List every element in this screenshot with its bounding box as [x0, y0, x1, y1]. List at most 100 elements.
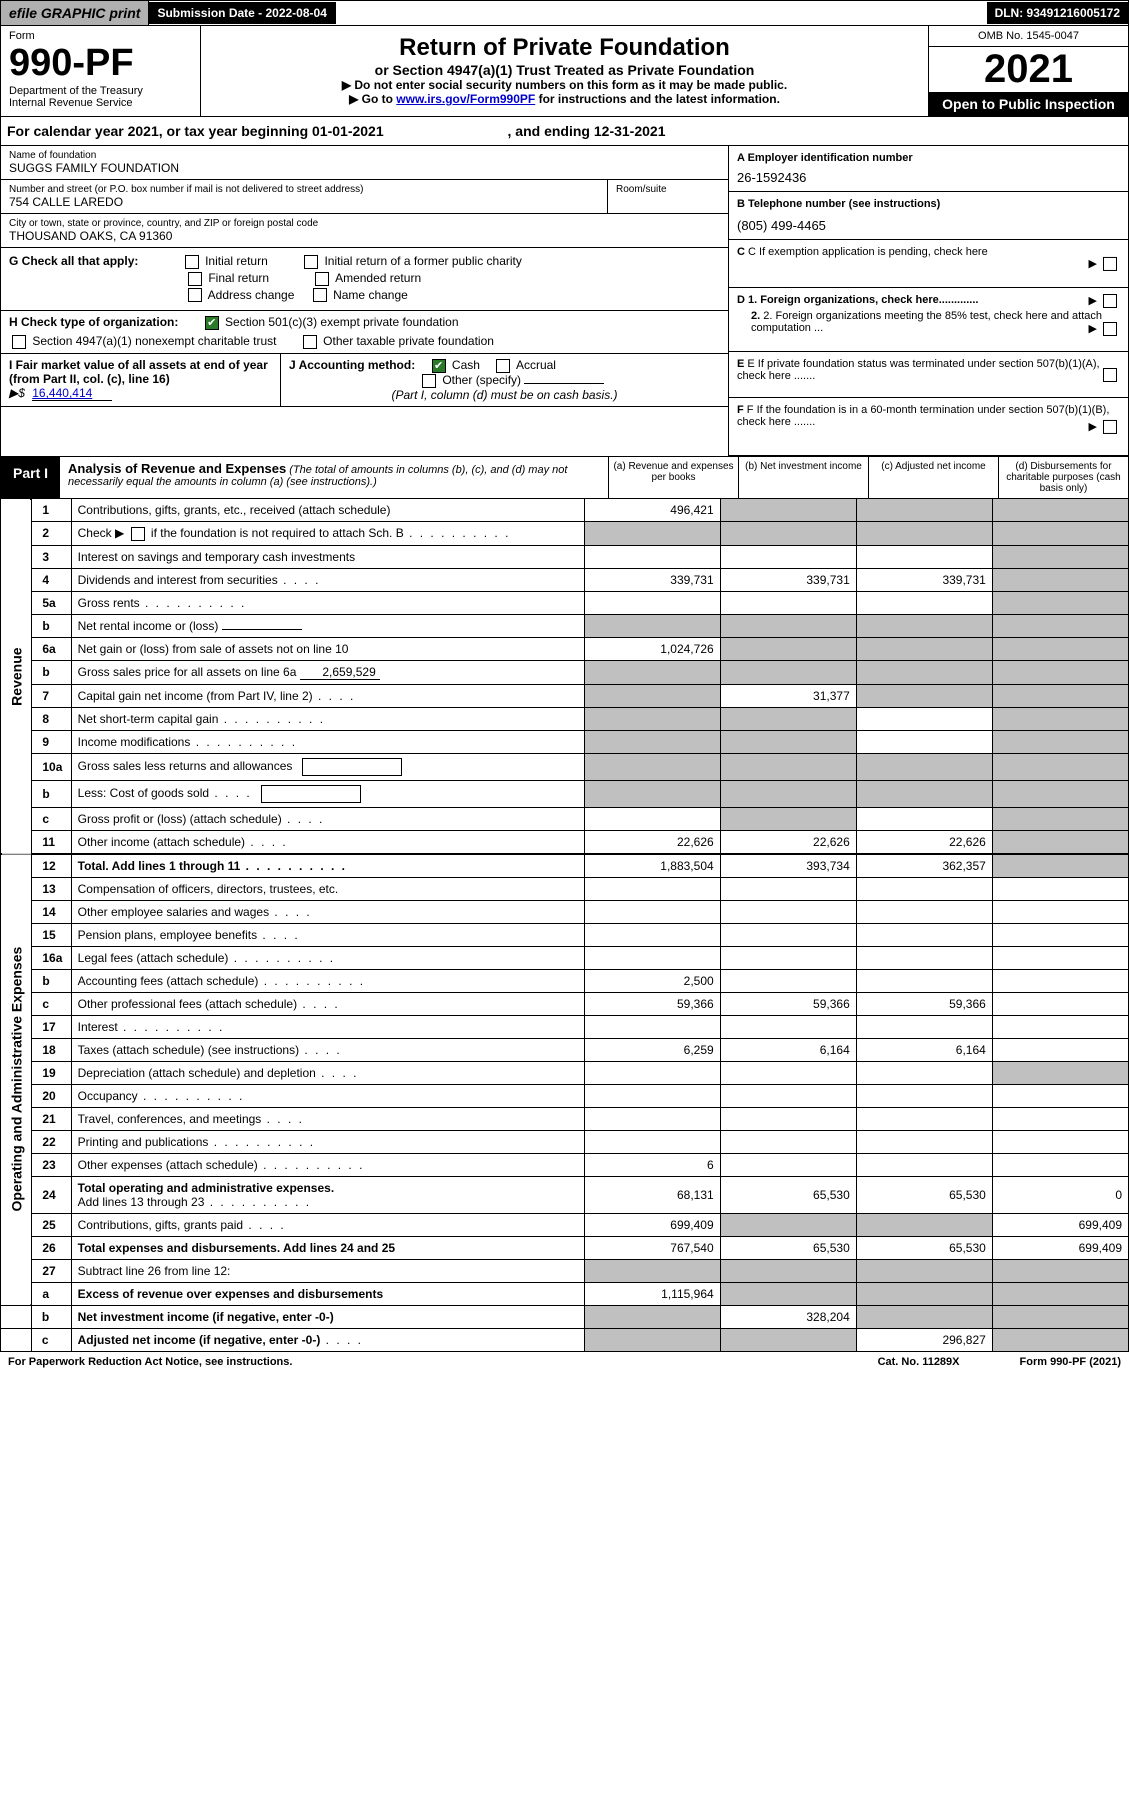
footer: For Paperwork Reduction Act Notice, see …	[0, 1352, 1129, 1372]
line-num: 27	[31, 1259, 71, 1282]
table-row: 11 Other income (attach schedule) 22,626…	[1, 830, 1129, 854]
line-num: b	[31, 969, 71, 992]
part1-title: Analysis of Revenue and Expenses (The to…	[60, 457, 608, 498]
line-num: 3	[31, 545, 71, 568]
checkbox-schb[interactable]	[131, 527, 145, 541]
checkbox-accrual[interactable]	[496, 359, 510, 373]
line-desc: Pension plans, employee benefits	[71, 923, 584, 946]
instr-goto-post: for instructions and the latest informat…	[535, 92, 780, 106]
checkbox-initial-return[interactable]	[185, 255, 199, 269]
col-a-head: (a) Revenue and expenses per books	[608, 457, 738, 498]
table-row: c Gross profit or (loss) (attach schedul…	[1, 807, 1129, 830]
checkbox-name-change[interactable]	[313, 288, 327, 302]
checkbox-final-return[interactable]	[188, 272, 202, 286]
footer-mid: Cat. No. 11289X	[878, 1356, 960, 1368]
line-desc: Printing and publications	[71, 1130, 584, 1153]
checkbox-501c3[interactable]	[205, 316, 219, 330]
expenses-side-label: Operating and Administrative Expenses	[1, 854, 32, 1306]
e-label: E If private foundation status was termi…	[737, 358, 1100, 382]
col-c-head: (c) Adjusted net income	[868, 457, 998, 498]
fmv-value[interactable]: 16,440,414	[32, 386, 112, 401]
checkbox-d2[interactable]	[1103, 322, 1117, 336]
address-cell: Number and street (or P.O. box number if…	[1, 180, 608, 214]
cal-end: 12-31-2021	[594, 123, 666, 139]
g-amended: Amended return	[335, 271, 421, 285]
form-label: Form	[9, 30, 192, 42]
c-label: C If exemption application is pending, c…	[748, 246, 988, 258]
irs-label: Internal Revenue Service	[9, 97, 192, 109]
table-row: 10a Gross sales less returns and allowan…	[1, 753, 1129, 780]
line-num: 20	[31, 1084, 71, 1107]
tax-year: 2021	[929, 47, 1128, 92]
cal-pre: For calendar year 2021, or tax year begi…	[7, 123, 312, 139]
line-desc: Check ▶ if the foundation is not require…	[71, 522, 584, 546]
d2-label: 2. Foreign organizations meeting the 85%…	[751, 310, 1102, 334]
addr-label: Number and street (or P.O. box number if…	[9, 184, 599, 195]
line-desc: Total. Add lines 1 through 11	[71, 854, 584, 878]
line-desc: Income modifications	[71, 730, 584, 753]
amt-c: 339,731	[856, 568, 992, 591]
efile-button[interactable]: efile GRAPHIC print	[1, 1, 149, 25]
section-h: H Check type of organization: Section 50…	[1, 311, 728, 354]
dept-treasury: Department of the Treasury	[9, 85, 192, 97]
g-initial-former: Initial return of a former public charit…	[324, 254, 521, 268]
checkbox-d1[interactable]	[1103, 294, 1117, 308]
ein-value: 26-1592436	[737, 170, 1120, 185]
line-num: 14	[31, 900, 71, 923]
checkbox-cash[interactable]	[432, 359, 446, 373]
checkbox-initial-former[interactable]	[304, 255, 318, 269]
phone-label: B Telephone number (see instructions)	[737, 198, 940, 210]
irs-link[interactable]: www.irs.gov/Form990PF	[396, 92, 535, 106]
table-row: 6a Net gain or (loss) from sale of asset…	[1, 637, 1129, 660]
table-row: 5a Gross rents	[1, 591, 1129, 614]
line-num: b	[31, 1305, 71, 1328]
line-num: 9	[31, 730, 71, 753]
checkbox-e[interactable]	[1103, 368, 1117, 382]
checkbox-addr-change[interactable]	[188, 288, 202, 302]
table-row: c Other professional fees (attach schedu…	[1, 992, 1129, 1015]
cal-mid: , and ending	[508, 123, 594, 139]
table-row: 22 Printing and publications	[1, 1130, 1129, 1153]
checkbox-4947a1[interactable]	[12, 335, 26, 349]
line-desc: Excess of revenue over expenses and disb…	[71, 1282, 584, 1305]
amt-b: 59,366	[720, 992, 856, 1015]
col-d-head: (d) Disbursements for charitable purpose…	[998, 457, 1128, 498]
table-row: 25 Contributions, gifts, grants paid 699…	[1, 1213, 1129, 1236]
checkbox-other-taxable[interactable]	[303, 335, 317, 349]
amt-c: 6,164	[856, 1038, 992, 1061]
line-desc: Gross rents	[71, 591, 584, 614]
line-desc: Net short-term capital gain	[71, 707, 584, 730]
line-desc: Gross profit or (loss) (attach schedule)	[71, 807, 584, 830]
foundation-name-cell: Name of foundation SUGGS FAMILY FOUNDATI…	[1, 146, 728, 180]
line-desc: Net gain or (loss) from sale of assets n…	[71, 637, 584, 660]
checkbox-amended[interactable]	[315, 272, 329, 286]
table-row: 20 Occupancy	[1, 1084, 1129, 1107]
line-desc: Total expenses and disbursements. Add li…	[71, 1236, 584, 1259]
room-label: Room/suite	[616, 184, 720, 195]
line-desc: Less: Cost of goods sold	[71, 780, 584, 807]
line-num: 11	[31, 830, 71, 854]
entity-info: Name of foundation SUGGS FAMILY FOUNDATI…	[0, 146, 1129, 456]
amt-b: 22,626	[720, 830, 856, 854]
section-c: C C If exemption application is pending,…	[729, 240, 1128, 288]
checkbox-f[interactable]	[1103, 420, 1117, 434]
line-num: 12	[31, 854, 71, 878]
line-desc: Gross sales less returns and allowances	[71, 753, 584, 780]
form-title: Return of Private Foundation	[209, 34, 920, 62]
line-num: 1	[31, 499, 71, 522]
checkbox-c[interactable]	[1103, 257, 1117, 271]
checkbox-other-method[interactable]	[422, 374, 436, 388]
line-num: 13	[31, 877, 71, 900]
name-label: Name of foundation	[9, 150, 720, 161]
line-desc: Compensation of officers, directors, tru…	[71, 877, 584, 900]
amt-b: 65,530	[720, 1176, 856, 1213]
amt-c: 59,366	[856, 992, 992, 1015]
line-desc: Dividends and interest from securities	[71, 568, 584, 591]
line-desc: Capital gain net income (from Part IV, l…	[71, 684, 584, 707]
line-num: 18	[31, 1038, 71, 1061]
line-num: b	[31, 780, 71, 807]
calendar-year-row: For calendar year 2021, or tax year begi…	[0, 117, 1129, 146]
g-name-change: Name change	[333, 288, 408, 302]
amt-c: 296,827	[856, 1328, 992, 1351]
line-num: 26	[31, 1236, 71, 1259]
